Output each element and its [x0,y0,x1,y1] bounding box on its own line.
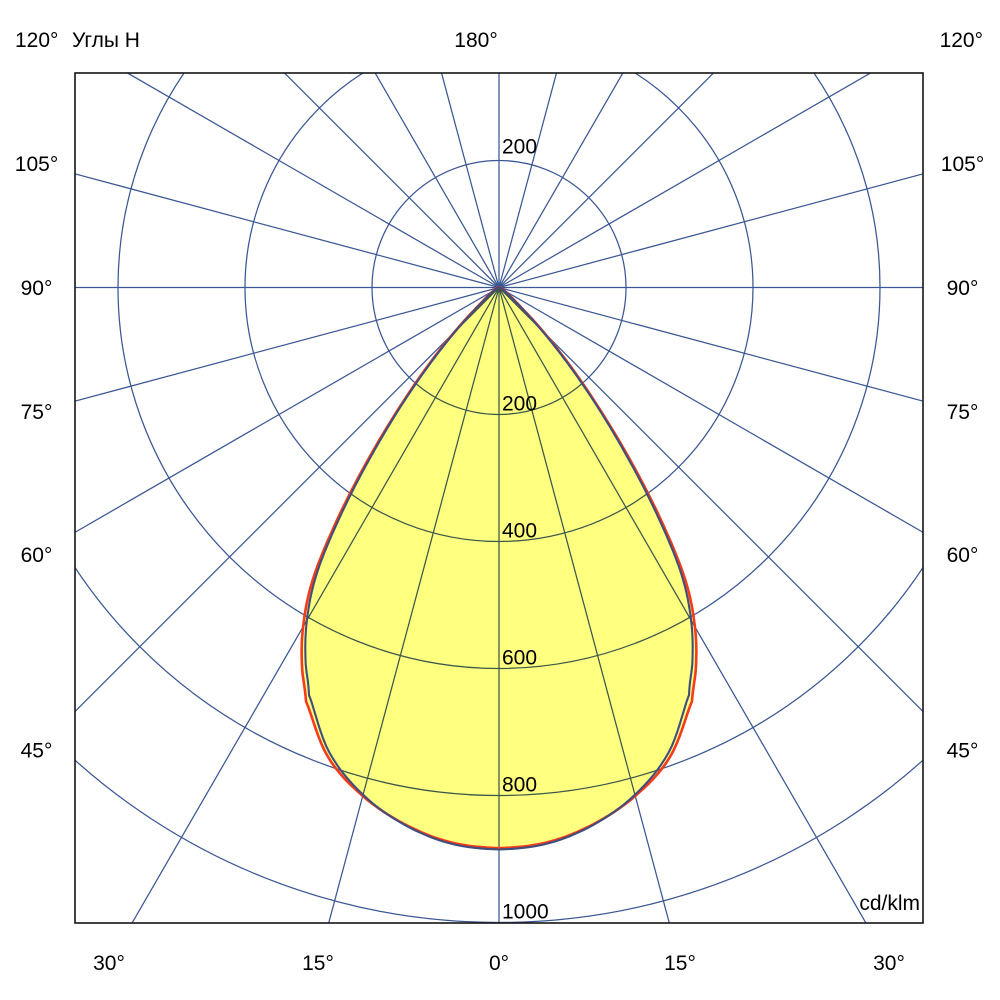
angle-label-left-105: 105° [15,153,58,176]
grid-ray-45 [498,287,923,713]
angle-label-top-right: 120° [940,29,983,52]
angle-label-left-45: 45° [21,740,53,763]
grid-ray-120 [498,73,872,289]
grid-ray-60 [498,286,923,534]
beam-fill-layer [301,287,697,850]
angle-label-left-75: 75° [21,401,53,424]
generated-labels: 200 400 600 800 1000 200 105° 105° 90° 90° 75° 75° 6… [15,136,984,976]
angle-label-bottom-15: 15° [664,952,696,975]
curve-dark [304,286,694,851]
ring-label-200: 200 [502,393,537,416]
unit-label: cd/klm [859,892,920,915]
angle-label-right-75: 75° [947,401,979,424]
ring-label-800: 800 [502,774,537,797]
grid-ray-255 [75,173,500,289]
grid-ray-105 [498,173,923,289]
angle-label-right-45: 45° [947,740,979,763]
grid-ray-135 [498,73,715,288]
grid-ray-195 [440,73,500,288]
axis-title: Углы H [72,29,140,52]
angle-label-top-center: 180° [454,29,497,52]
angle-label-top-left: 120° [15,29,58,52]
angle-label-left-90: 90° [21,277,53,300]
intensity-curves [300,286,698,851]
ring-label-upper: 200 [502,136,537,159]
angle-label-left-60: 60° [21,544,53,567]
beam-fill-curve-dark [305,287,693,850]
grid-ray-150 [498,73,624,288]
grid-ray-165 [498,73,558,288]
ring-label-1000: 1000 [502,901,549,924]
grid-ray-285 [75,286,500,402]
angle-label-bottom-30: 30° [873,952,905,975]
angle-label-right-90: 90° [947,277,979,300]
grid-ray-300 [75,286,500,534]
grid-ray-225 [283,73,500,288]
grid-ray-75 [498,286,923,402]
grid-ray-315 [75,287,500,713]
ring-label-600: 600 [502,647,537,670]
ring-label-400: 400 [502,520,537,543]
angle-label-bottom--30: 30° [93,952,125,975]
grid-ray-240 [126,73,500,289]
angle-label-bottom-0: 0° [489,952,509,975]
angle-label-right-105: 105° [941,153,984,176]
grid-ray-210 [374,73,500,288]
angle-label-bottom--15: 15° [302,952,334,975]
angle-label-right-60: 60° [947,544,979,567]
plot-frame [74,72,924,924]
